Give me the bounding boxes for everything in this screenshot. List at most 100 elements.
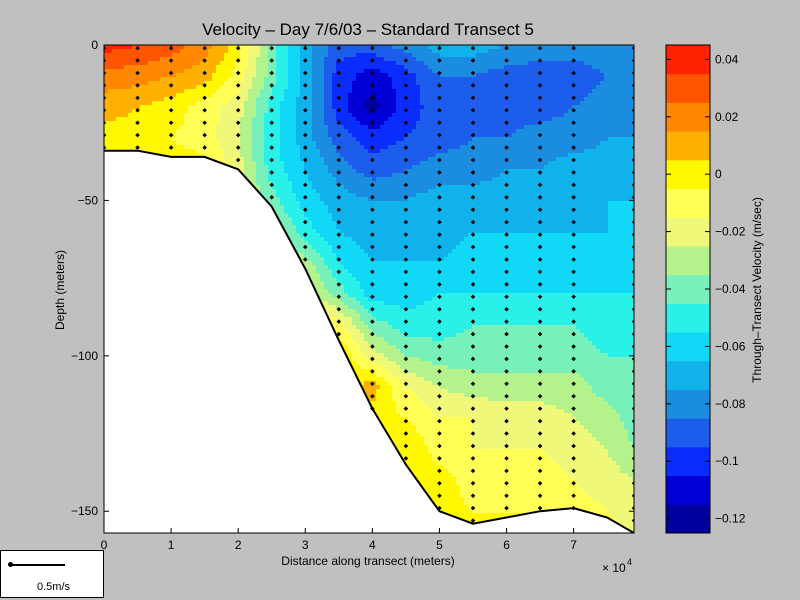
field-cell: [508, 53, 513, 58]
field-cell: [244, 69, 249, 74]
field-cell: [412, 105, 417, 110]
field-cell: [544, 185, 549, 190]
field-cell: [324, 53, 329, 58]
field-cell: [584, 121, 589, 126]
field-cell: [112, 125, 117, 130]
field-cell: [432, 93, 437, 98]
field-cell: [304, 81, 309, 86]
field-cell: [300, 193, 305, 198]
field-cell: [376, 57, 381, 62]
field-cell: [136, 117, 141, 122]
field-cell: [144, 49, 149, 54]
field-cell: [368, 113, 373, 118]
field-cell: [128, 117, 133, 122]
field-cell: [120, 45, 125, 50]
field-cell: [592, 117, 597, 122]
field-cell: [564, 49, 569, 54]
field-cell: [604, 125, 609, 130]
field-cell: [420, 93, 425, 98]
field-cell: [520, 93, 525, 98]
field-cell: [408, 137, 413, 142]
field-cell: [516, 69, 521, 74]
field-cell: [228, 153, 233, 158]
field-cell: [224, 129, 229, 134]
field-cell: [404, 85, 409, 90]
field-cell: [240, 137, 245, 142]
field-cell: [212, 117, 217, 122]
field-cell: [424, 89, 429, 94]
field-cell: [204, 53, 209, 58]
field-cell: [288, 157, 293, 162]
field-cell: [196, 153, 201, 158]
field-cell: [484, 117, 489, 122]
field-cell: [536, 185, 541, 190]
field-cell: [524, 189, 529, 194]
field-cell: [324, 57, 329, 62]
field-cell: [376, 69, 381, 74]
field-cell: [368, 93, 373, 98]
field-cell: [420, 89, 425, 94]
field-cell: [308, 93, 313, 98]
field-cell: [132, 137, 137, 142]
field-cell: [376, 77, 381, 82]
field-cell: [236, 77, 241, 82]
field-cell: [284, 85, 289, 90]
field-cell: [616, 85, 621, 90]
field-cell: [556, 181, 561, 186]
field-cell: [612, 97, 617, 102]
field-cell: [348, 89, 353, 94]
field-cell: [600, 185, 605, 190]
field-cell: [436, 65, 441, 70]
field-cell: [416, 157, 421, 162]
field-cell: [296, 97, 301, 102]
field-cell: [280, 93, 285, 98]
field-cell: [536, 173, 541, 178]
field-cell: [104, 81, 109, 86]
field-cell: [556, 177, 561, 182]
field-cell: [576, 137, 581, 142]
field-cell: [592, 189, 597, 194]
field-cell: [444, 81, 449, 86]
field-cell: [512, 141, 517, 146]
field-cell: [112, 53, 117, 58]
field-cell: [600, 57, 605, 62]
field-cell: [508, 113, 513, 118]
field-cell: [500, 109, 505, 114]
field-cell: [180, 57, 185, 62]
field-cell: [460, 45, 465, 50]
field-cell: [616, 57, 621, 62]
field-cell: [588, 141, 593, 146]
field-cell: [304, 85, 309, 90]
field-cell: [364, 165, 369, 170]
field-cell: [540, 173, 545, 178]
field-cell: [160, 93, 165, 98]
field-cell: [568, 73, 573, 78]
field-cell: [408, 97, 413, 102]
field-cell: [480, 173, 485, 178]
field-cell: [120, 85, 125, 90]
field-cell: [532, 169, 537, 174]
field-cell: [580, 109, 585, 114]
field-cell: [380, 141, 385, 146]
field-cell: [200, 81, 205, 86]
field-cell: [224, 97, 229, 102]
field-cell: [212, 65, 217, 70]
field-cell: [448, 117, 453, 122]
field-cell: [316, 53, 321, 58]
field-cell: [220, 125, 225, 130]
field-cell: [188, 137, 193, 142]
field-cell: [272, 89, 277, 94]
field-cell: [436, 61, 441, 66]
field-cell: [472, 149, 477, 154]
field-cell: [292, 65, 297, 70]
field-cell: [584, 61, 589, 66]
field-cell: [356, 81, 361, 86]
field-cell: [136, 129, 141, 134]
field-cell: [356, 85, 361, 90]
field-cell: [332, 113, 337, 118]
field-cell: [200, 61, 205, 66]
field-cell: [608, 133, 613, 138]
field-cell: [320, 181, 325, 186]
field-cell: [212, 121, 217, 126]
field-cell: [480, 73, 485, 78]
